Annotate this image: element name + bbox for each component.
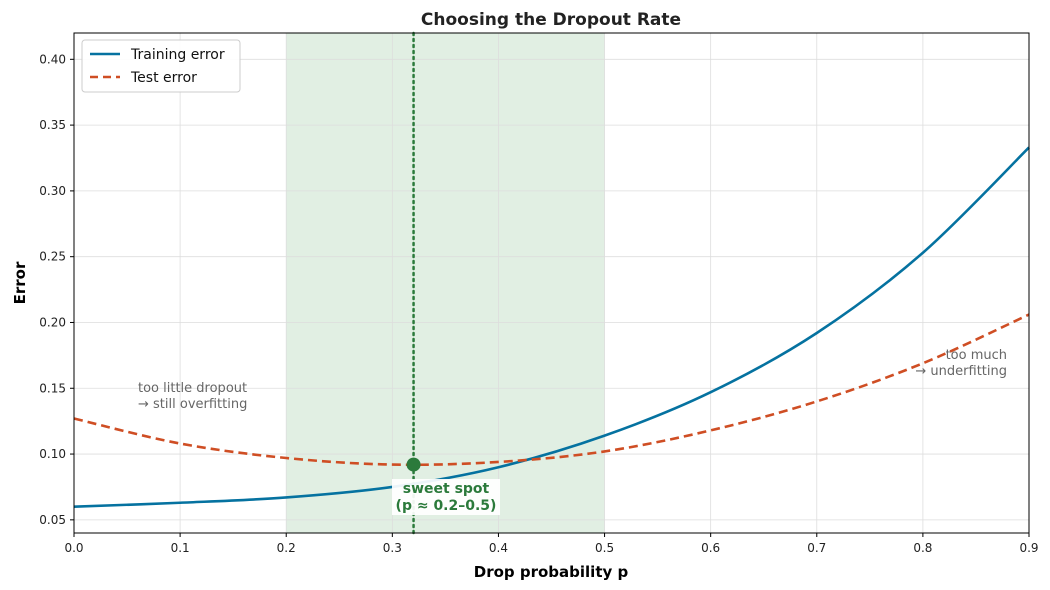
legend-label-test-error: Test error — [130, 70, 197, 86]
y-tick-label-0: 0.05 — [39, 513, 66, 527]
legend-label-training-error: Training error — [130, 47, 225, 63]
annotation-too-much-line2: → underfitting — [915, 364, 1007, 379]
sweet-spot-marker — [406, 457, 421, 472]
y-tick-label-7: 0.40 — [39, 52, 66, 66]
x-tick-label-0: 0.0 — [64, 541, 83, 555]
annotation-too-little-line1: too little dropout — [138, 381, 247, 396]
sweet-spot-line1: sweet spot — [403, 481, 490, 497]
annotation-sweet-spot: sweet spot (p ≈ 0.2–0.5) — [392, 479, 500, 515]
legend: Training error Test error — [81, 39, 241, 93]
sweet-spot-band — [286, 33, 605, 533]
x-tick-label-5: 0.5 — [595, 541, 614, 555]
series-line-test-error — [73, 313, 1030, 467]
x-tick-label-9: 0.9 — [1019, 541, 1038, 555]
y-tick-label-1: 0.10 — [39, 447, 66, 461]
y-tick-label-3: 0.20 — [39, 315, 66, 329]
plot-frame — [73, 32, 1030, 534]
annotation-too-much-line1: too much — [946, 348, 1007, 363]
x-tick-label-7: 0.7 — [807, 541, 826, 555]
annotation-too-much: too much → underfitting — [915, 348, 1007, 379]
y-tick-label-4: 0.25 — [39, 250, 66, 264]
sweet-spot-label-background — [392, 479, 500, 515]
x-tick-label-2: 0.2 — [277, 541, 296, 555]
x-tick-label-6: 0.6 — [701, 541, 720, 555]
chart-title: Choosing the Dropout Rate — [421, 10, 681, 30]
annotation-too-little: too little dropout → still overfitting — [138, 381, 247, 412]
sweet-spot-line2: (p ≈ 0.2–0.5) — [396, 498, 497, 514]
x-tick-label-1: 0.1 — [171, 541, 190, 555]
x-tick-label-4: 0.4 — [489, 541, 508, 555]
x-tick-label-3: 0.3 — [383, 541, 402, 555]
series-line-training-error — [73, 146, 1030, 508]
plot-area: 0.0 0.1 0.2 0.3 0.4 0.5 0.6 0.7 0.8 0.9 0.05 0.10 0.… — [39, 31, 1039, 555]
x-axis-label: Drop probability p — [474, 563, 629, 581]
y-axis-label: Error — [11, 261, 29, 304]
legend-box — [81, 39, 241, 93]
annotation-too-little-line2: → still overfitting — [138, 397, 247, 412]
y-tick-label-2: 0.15 — [39, 381, 66, 395]
y-tick-label-6: 0.35 — [39, 118, 66, 132]
x-tick-label-8: 0.8 — [913, 541, 932, 555]
y-tick-label-5: 0.30 — [39, 184, 66, 198]
